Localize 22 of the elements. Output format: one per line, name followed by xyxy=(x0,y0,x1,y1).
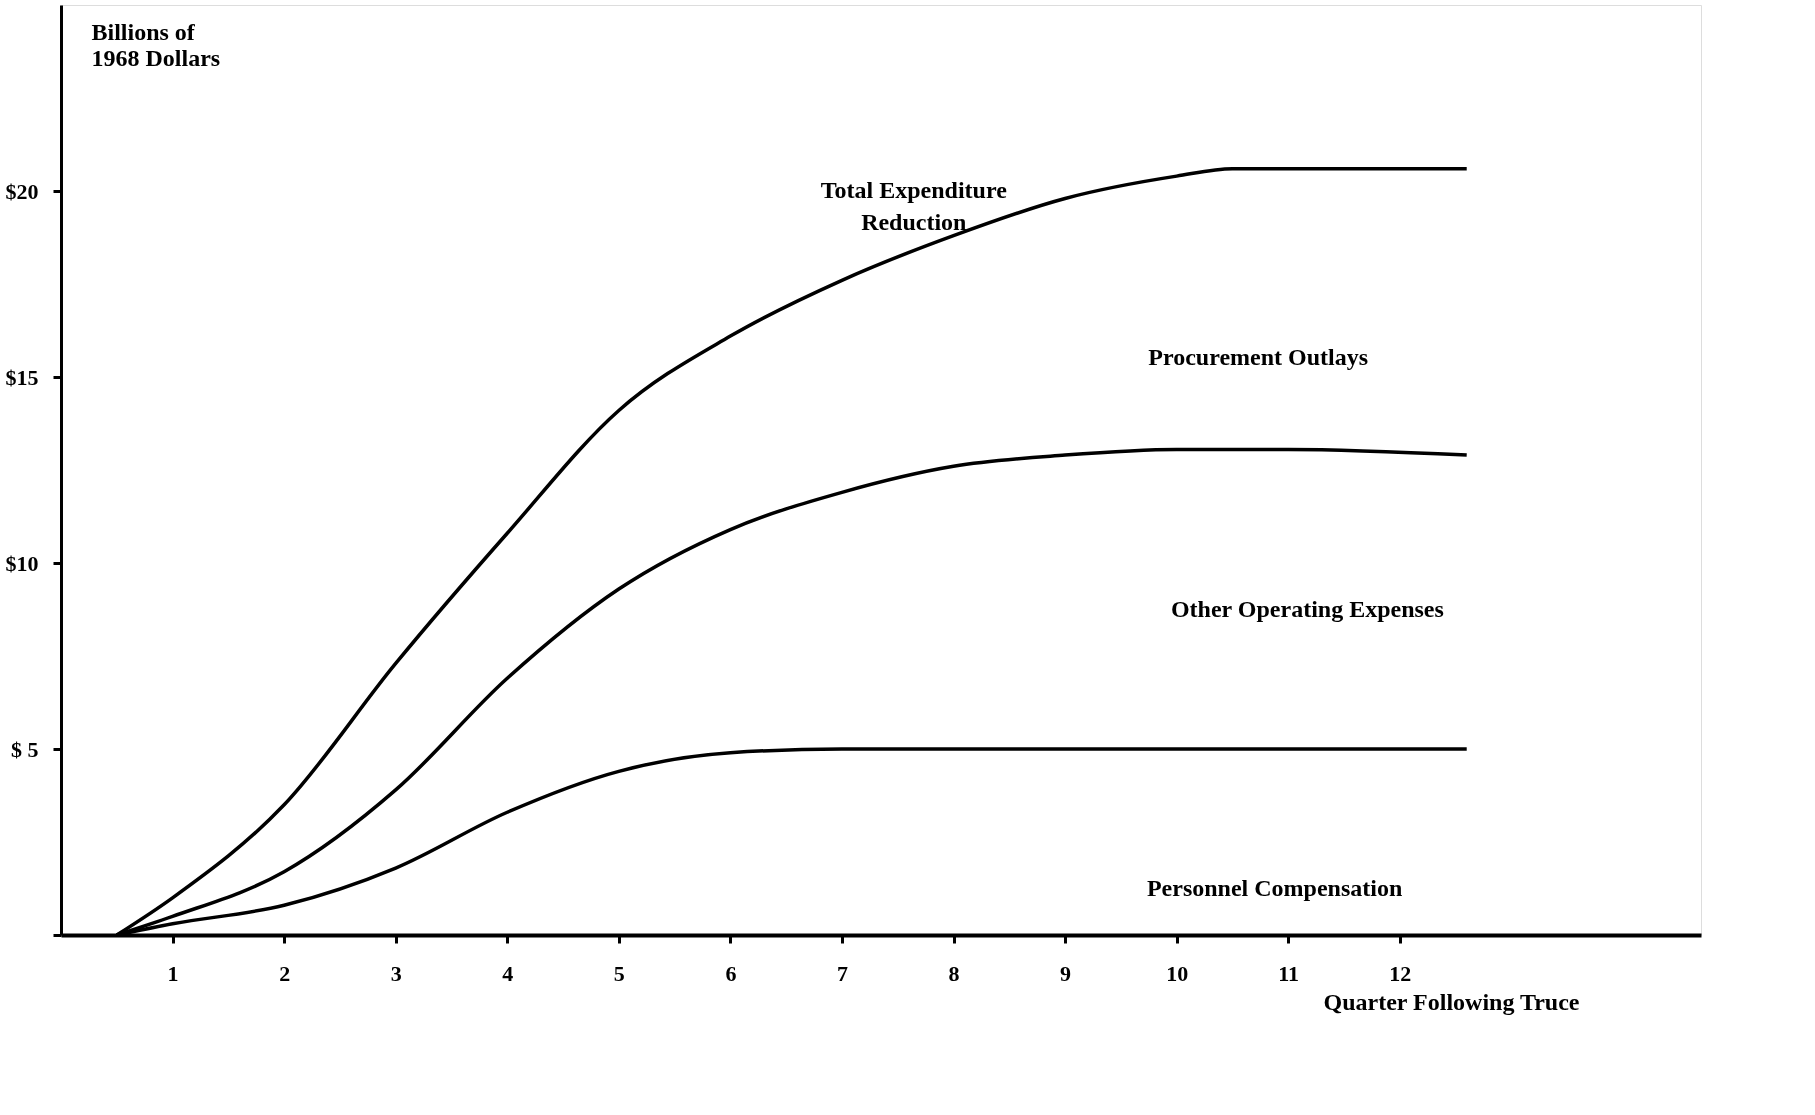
y-tick-label: $15 xyxy=(5,364,39,390)
annotation: Personnel Compensation xyxy=(1146,874,1403,901)
x-tick-label: 8 xyxy=(948,960,960,986)
x-tick-label: 6 xyxy=(725,960,737,986)
annotation: Total Expenditure Reduction xyxy=(820,177,1008,235)
y-tick-label: $ 5 xyxy=(11,736,39,762)
x-tick-label: 5 xyxy=(613,960,625,986)
x-tick-label: 10 xyxy=(1166,960,1189,986)
x-tick-label: 2 xyxy=(279,960,291,986)
y-tick-label: $10 xyxy=(5,550,39,576)
x-tick-label: 1 xyxy=(167,960,179,986)
x-tick-label: 3 xyxy=(390,960,402,986)
x-tick-label: 9 xyxy=(1060,960,1072,986)
x-tick-label: 7 xyxy=(836,960,848,986)
y-tick-label: $20 xyxy=(5,178,39,204)
annotation: Procurement Outlays xyxy=(1148,344,1369,371)
y-axis-title: Billions of 1968 Dollars xyxy=(91,18,221,71)
x-tick-label: 4 xyxy=(502,960,514,986)
x-axis-title: Quarter Following Truce xyxy=(1323,988,1580,1015)
annotation: Other Operating Expenses xyxy=(1170,595,1444,622)
x-tick-label: 11 xyxy=(1278,960,1300,986)
x-tick-label: 12 xyxy=(1389,960,1412,986)
